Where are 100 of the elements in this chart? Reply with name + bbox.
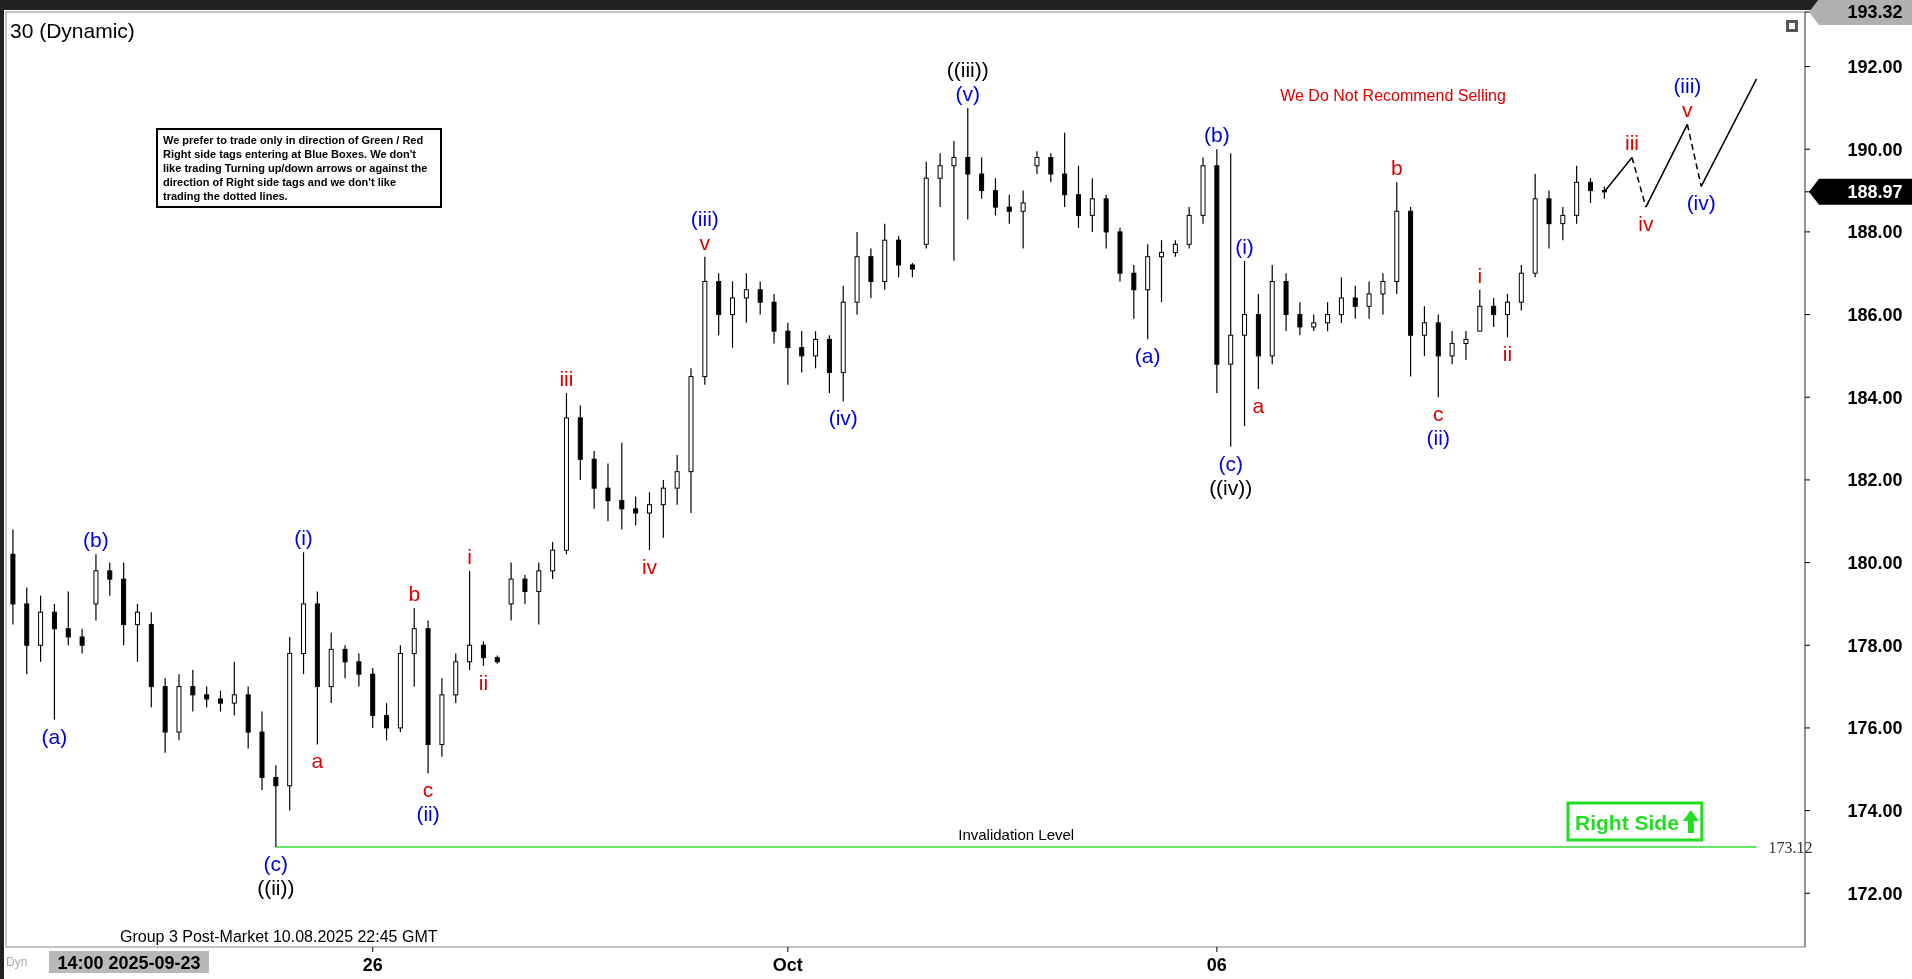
annotation: c (1433, 402, 1444, 426)
x-tick-label: 06 (1206, 955, 1227, 975)
candlestick (536, 561, 542, 626)
annotation: (a) (1134, 344, 1161, 368)
candlestick (633, 495, 639, 526)
annotation: (v) (955, 81, 981, 105)
candlestick (218, 690, 223, 712)
y-tick-label: 172.00 (1847, 883, 1903, 904)
annotation: We Do Not Recommend Selling (1280, 87, 1506, 104)
candlestick (1006, 194, 1012, 225)
annotation: i (1477, 263, 1483, 287)
candlestick (1338, 276, 1344, 324)
annotation: Right Side (1575, 811, 1679, 834)
candlestick (107, 561, 113, 597)
candlestick (1297, 301, 1303, 336)
candlestick (1242, 260, 1248, 427)
candlestick (813, 330, 819, 369)
candlestick (550, 541, 556, 580)
y-tick-label: 188.97 (1847, 182, 1903, 203)
annotation: Group 3 Post-Market 10.08.2025 22:45 GMT (120, 928, 438, 945)
candlestick (1089, 177, 1095, 233)
annotation: (iii) (1673, 74, 1702, 98)
annotation: ii (1502, 342, 1513, 366)
candlestick (134, 603, 140, 663)
x-tick-label: 26 (362, 955, 383, 975)
annotation: (a) (41, 724, 68, 748)
y-tick-label: 192.00 (1847, 57, 1903, 78)
y-tick-label: 190.00 (1847, 139, 1903, 160)
annotation: i (467, 544, 472, 568)
annotation: ((ii)) (257, 875, 295, 899)
candlestick (674, 454, 680, 506)
candlestick (522, 574, 528, 605)
candlestick (1463, 330, 1469, 361)
annotation: (c) (1218, 451, 1243, 475)
candlestick (1131, 264, 1137, 320)
candlestick (785, 322, 791, 386)
annotation: (iv) (1686, 191, 1716, 215)
x-tick-label: Oct (772, 955, 803, 975)
candlestick (1380, 272, 1386, 316)
annotation: We prefer to trade only in direction of Green / Red Right side tags entering at Blue Boxes. We don't like trading Turning up/down arrows or against the direction of Right side tags and we don't like trading the dotted lines. (156, 128, 442, 208)
candlestick (1560, 206, 1566, 241)
candlestick (1366, 280, 1372, 320)
annotation: iii (559, 367, 574, 391)
y-tick-label: 186.00 (1847, 305, 1903, 326)
candlestick (356, 652, 362, 688)
candlestick (799, 330, 805, 374)
candlestick (480, 640, 486, 667)
candlestick (1449, 330, 1455, 365)
y-tick-label: 193.32 (1847, 2, 1903, 23)
y-tick-label: 176.00 (1847, 718, 1903, 739)
y-tick-label: 180.00 (1847, 553, 1903, 574)
y-tick-label: 184.00 (1847, 387, 1903, 408)
candlestick (1491, 297, 1497, 328)
annotation: a (311, 749, 324, 773)
text: Dyn (6, 955, 28, 969)
candlestick (79, 628, 85, 655)
y-tick-label: 174.00 (1847, 801, 1903, 822)
candlestick (937, 152, 943, 208)
annotation: iv (641, 555, 658, 579)
candlestick (1075, 165, 1081, 229)
annotation: iii (1625, 131, 1640, 155)
candlestick (646, 491, 652, 551)
candlestick (384, 702, 390, 741)
candlestick (273, 764, 279, 848)
annotation: (b) (1204, 123, 1230, 147)
annotation: ((iii)) (946, 57, 989, 81)
annotation: (i) (1235, 234, 1254, 258)
candlestick (1228, 152, 1234, 448)
candlestick (1048, 152, 1054, 183)
candlestick (467, 570, 473, 671)
candlestick (1020, 189, 1026, 250)
candlestick (605, 462, 611, 522)
y-tick-label: 182.00 (1847, 470, 1903, 491)
annotation: (c) (263, 851, 289, 875)
annotation: b (408, 582, 421, 606)
y-tick-label: 178.00 (1847, 635, 1903, 656)
candlestick (1325, 301, 1331, 332)
annotation: (iv) (828, 406, 858, 430)
annotation: (ii) (1426, 426, 1450, 450)
y-tick-label: 188.00 (1847, 222, 1903, 243)
candlestick (757, 280, 763, 316)
annotation: (ii) (416, 802, 440, 826)
annotation: v (699, 230, 711, 254)
candlestick (1034, 150, 1040, 175)
chart-title: 30 (Dynamic) (10, 19, 135, 42)
annotation: a (1252, 393, 1265, 417)
candlestick (660, 479, 666, 539)
candlestick (65, 590, 71, 646)
annotation: (iii) (690, 206, 719, 230)
candlestick (743, 272, 749, 324)
candlestick (1504, 293, 1510, 338)
text: 14:00 2025-09-23 (57, 953, 201, 973)
annotation: ((iv)) (1209, 475, 1253, 499)
candlestick (951, 140, 957, 262)
annotation: (i) (294, 526, 313, 550)
annotation: iv (1638, 212, 1654, 236)
candlestick (1588, 177, 1593, 204)
annotation: c (422, 778, 434, 802)
annotation: v (1682, 98, 1694, 122)
candlestick (1159, 239, 1165, 303)
